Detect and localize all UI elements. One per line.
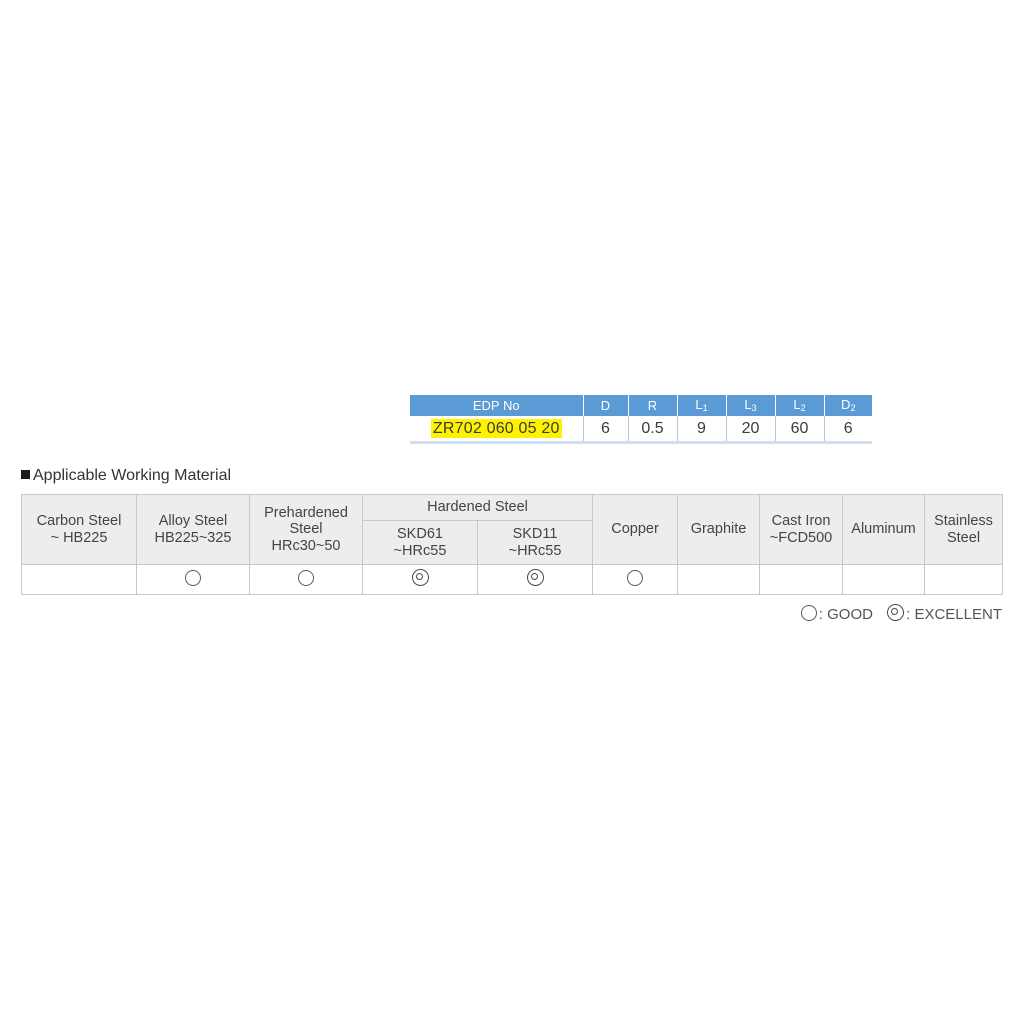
edp-header-edp-no-label: EDP No [472,397,520,413]
good-circle-icon [185,569,201,586]
awm-header-cast-iron: Cast Iron ~FCD500 [759,494,844,565]
applicable-working-material-table-container: Carbon Steel ~ HB225 Alloy Steel HB225~3… [21,494,1004,595]
awm-rating-aluminum [842,564,926,595]
awm-header-skd11-line2: ~HRc55 [508,542,562,559]
edp-header-l3: L3 [726,395,776,416]
awm-header-alloy-steel: Alloy Steel HB225~325 [136,494,250,565]
edp-cell-d: 6 [583,416,629,443]
legend-good: : GOOD [800,605,873,623]
awm-header-prehardened-steel: Prehardened Steel HRc30~50 [249,494,363,565]
awm-rating-prehardened-steel [249,564,363,595]
awm-header-skd61-line2: ~HRc55 [393,542,447,559]
edp-header-d: D [583,395,629,416]
edp-header-l3-label: L [744,397,752,412]
awm-header-stainless-steel-line2: Steel [946,529,981,546]
legend-excellent-label: : EXCELLENT [906,606,1002,623]
good-circle-icon [627,569,644,586]
edp-data-row: ZR702 060 05 20 6 0.5 9 20 60 6 [410,416,872,443]
edp-cell-edp-no: ZR702 060 05 20 [410,416,584,443]
awm-header-hardened-steel-group: Hardened Steel [361,494,594,521]
awm-header-row-sub: SKD61 ~HRc55 SKD11 ~HRc55 [22,520,1003,565]
legend-excellent: : EXCELLENT [887,604,1002,623]
awm-header-prehardened-steel-line2: Steel [289,521,323,538]
edp-header-d2-sub: 2 [850,403,856,413]
excellent-double-circle-icon [411,569,429,586]
awm-header-prehardened-steel-line1: Prehardened [264,505,348,522]
awm-header-graphite: Graphite [677,494,761,565]
edp-spec-table-container: EDP No D R L1 L3 L2 D2 ZR702 060 05 20 6… [410,395,872,444]
awm-rating-copper [592,564,679,595]
awm-header-stainless-steel: Stainless Steel [924,494,1004,565]
rating-legend: : GOOD : EXCELLENT [791,604,1002,623]
awm-header-skd61-line1: SKD61 [397,526,443,543]
awm-header-prehardened-steel-line3: HRc30~50 [271,537,341,554]
awm-rating-skd11 [476,564,594,595]
awm-header-cast-iron-line2: ~FCD500 [769,529,833,546]
edp-spec-table: EDP No D R L1 L3 L2 D2 ZR702 060 05 20 6… [410,395,872,444]
edp-cell-l3: 20 [726,416,776,443]
edp-no-center-wrap: ZR702 060 05 20 [410,418,583,438]
awm-header-skd11: SKD11 ~HRc55 [476,520,594,565]
edp-cell-l2: 60 [775,416,825,443]
awm-header-skd61: SKD61 ~HRc55 [362,520,478,565]
awm-header-carbon-steel-line2: ~ HB225 [50,529,108,546]
applicable-working-material-table: Carbon Steel ~ HB225 Alloy Steel HB225~3… [21,494,1004,595]
awm-rating-graphite [677,564,761,595]
good-circle-icon [800,605,817,621]
awm-rating-carbon-steel [21,564,137,595]
square-bullet-icon [21,470,30,479]
awm-header-row-group: Carbon Steel ~ HB225 Alloy Steel HB225~3… [21,494,1004,565]
awm-header-aluminum-line1: Aluminum [851,521,916,538]
excellent-double-circle-icon [887,604,905,621]
edp-cell-l1: 9 [677,416,727,443]
edp-header-l3-sub: 3 [751,403,757,413]
edp-header-l2: L2 [775,395,825,416]
edp-header-r-label: R [647,397,658,413]
edp-header-l1-label: L [695,397,703,412]
awm-header-stainless-steel-line1: Stainless [934,513,993,530]
excellent-double-circle-icon [526,569,544,586]
awm-rating-cast-iron [759,564,844,595]
awm-header-alloy-steel-line2: HB225~325 [154,529,232,546]
awm-header-cast-iron-line1: Cast Iron [771,513,831,530]
edp-header-r: R [628,395,678,416]
awm-header-alloy-steel-line1: Alloy Steel [158,513,228,530]
edp-header-d2: D2 [824,395,872,416]
edp-header-d2-label: D [841,397,851,412]
awm-header-copper-line1: Copper [611,521,659,538]
awm-header-copper: Copper [592,494,679,565]
edp-header-l1: L1 [677,395,727,416]
edp-header-l1-sub: 1 [702,403,708,413]
awm-header-graphite-line1: Graphite [690,521,747,538]
awm-header-aluminum: Aluminum [842,494,926,565]
awm-header-carbon-steel: Carbon Steel ~ HB225 [21,494,137,565]
edp-header-l2-sub: 2 [800,403,806,413]
awm-rating-row [21,564,1004,595]
good-circle-icon [298,569,314,586]
edp-cell-r: 0.5 [628,416,678,443]
edp-header-row: EDP No D R L1 L3 L2 D2 [410,395,872,416]
awm-rating-alloy-steel [136,564,250,595]
legend-good-label: : GOOD [818,606,873,623]
awm-rating-skd61 [362,564,478,595]
awm-header-carbon-steel-line1: Carbon Steel [36,513,122,530]
edp-no-highlight: ZR702 060 05 20 [430,418,562,438]
edp-header-edp-no: EDP No [410,395,584,416]
applicable-working-material-heading: Applicable Working Material [21,467,231,485]
applicable-working-material-heading-label: Applicable Working Material [33,467,232,484]
edp-header-d-label: D [600,397,611,413]
awm-rating-stainless-steel [924,564,1004,595]
edp-cell-d2: 6 [824,416,872,443]
awm-header-skd11-line1: SKD11 [512,526,558,543]
edp-header-l2-label: L [793,397,801,412]
